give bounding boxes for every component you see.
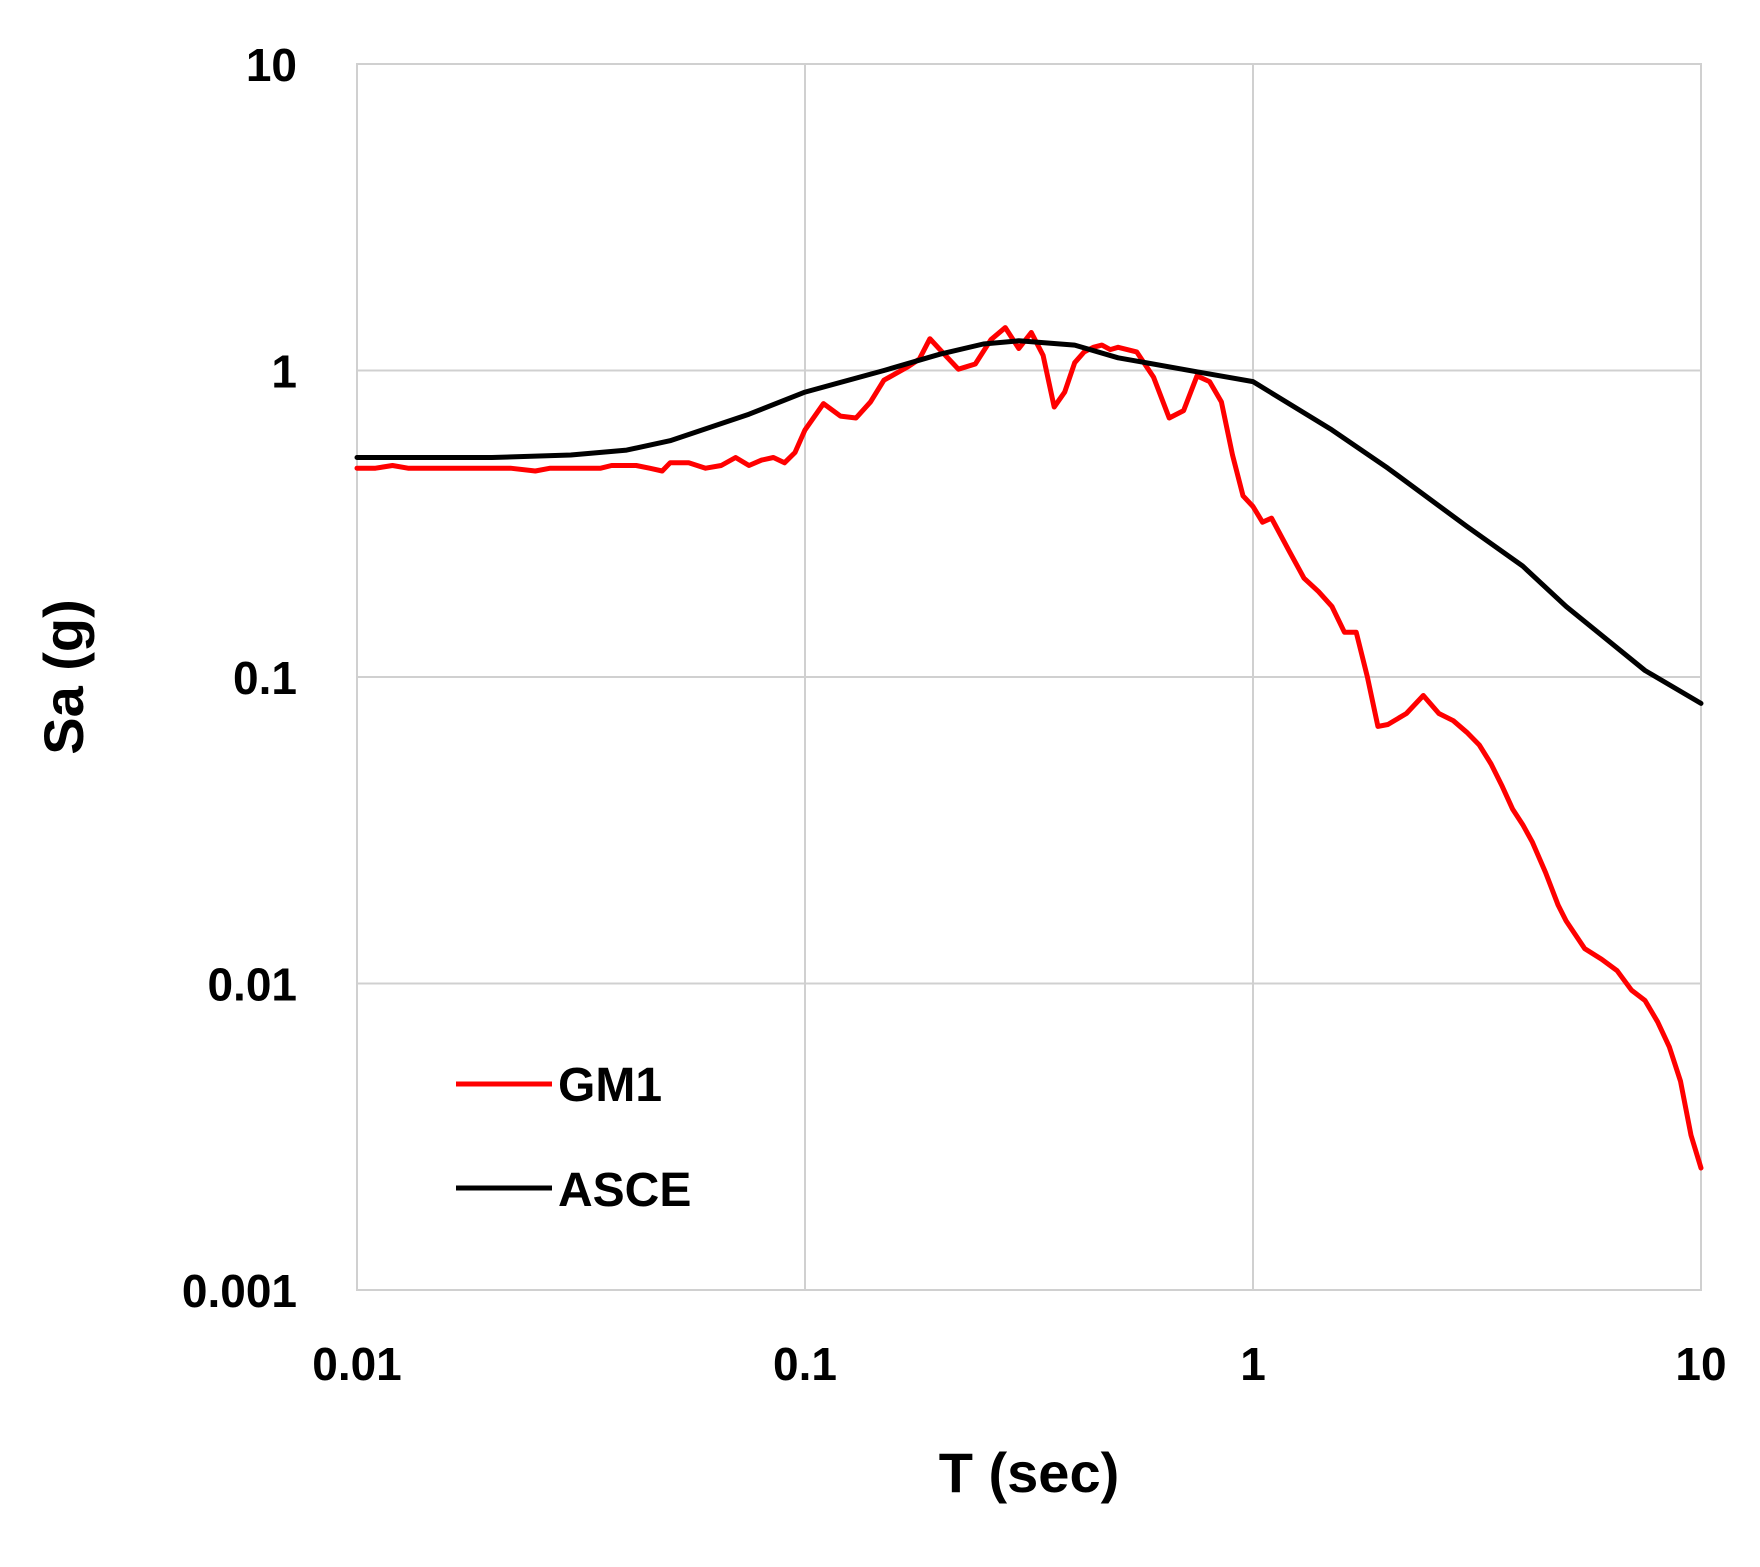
series-line-asce bbox=[354, 338, 1704, 706]
y-tick-label: 1 bbox=[271, 346, 297, 398]
x-tick-label: 0.01 bbox=[312, 1338, 402, 1390]
x-tick-label: 0.1 bbox=[773, 1338, 837, 1390]
legend: GM1 ASCE bbox=[456, 1059, 691, 1217]
series-line-gm1 bbox=[354, 325, 1704, 1171]
y-tick-label: 10 bbox=[246, 39, 297, 91]
y-tick-label: 0.1 bbox=[233, 652, 297, 704]
y-tick-label: 0.001 bbox=[182, 1265, 297, 1317]
series-lines bbox=[354, 325, 1704, 1171]
x-tick-label: 1 bbox=[1240, 1338, 1266, 1390]
x-tick-label: 10 bbox=[1675, 1338, 1726, 1390]
y-tick-label: 0.01 bbox=[207, 959, 297, 1011]
plot-area bbox=[356, 63, 1702, 1291]
tick-labels: 0.01 0.1 1 10 0.001 0.01 0.1 1 10 bbox=[182, 39, 1727, 1390]
legend-label-gm1: GM1 bbox=[558, 1059, 662, 1112]
x-axis-title: T (sec) bbox=[939, 1441, 1120, 1504]
y-axis-title: Sa (g) bbox=[32, 599, 95, 755]
legend-label-asce: ASCE bbox=[558, 1164, 691, 1217]
